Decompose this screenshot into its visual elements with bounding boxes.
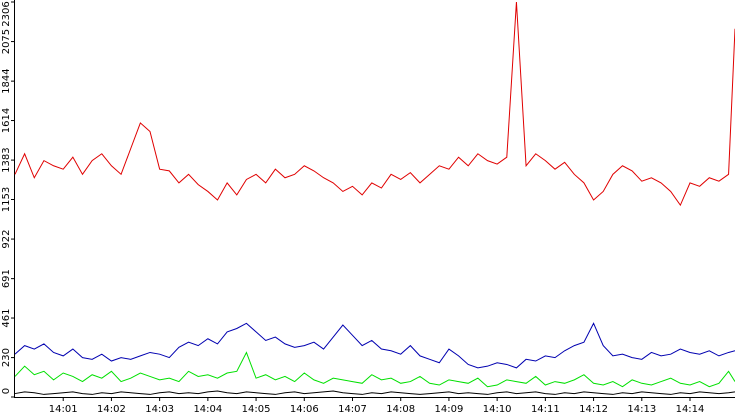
x-tick-label: 14:07 xyxy=(338,404,367,415)
x-tick-label: 14:01 xyxy=(49,404,78,415)
x-tick-label: 14:13 xyxy=(627,404,656,415)
y-tick-label: 461 xyxy=(1,308,12,327)
x-tick-label: 14:03 xyxy=(145,404,174,415)
y-tick-label: 0 xyxy=(1,388,12,394)
y-tick-label: 1153 xyxy=(1,187,12,212)
y-tick-label: 1614 xyxy=(1,108,12,133)
x-tick-label: 14:05 xyxy=(242,404,271,415)
x-tick-label: 14:10 xyxy=(483,404,512,415)
x-tick-label: 14:09 xyxy=(435,404,464,415)
y-tick-label: 922 xyxy=(1,230,12,249)
x-tick-label: 14:11 xyxy=(531,404,560,415)
x-tick-label: 14:04 xyxy=(193,404,222,415)
x-tick-label: 14:08 xyxy=(386,404,415,415)
y-tick-label: 691 xyxy=(1,269,12,288)
x-tick-label: 14:02 xyxy=(97,404,126,415)
x-tick-label: 14:12 xyxy=(579,404,608,415)
y-tick-label: 1383 xyxy=(1,147,12,172)
y-tick-label: 2306 xyxy=(1,1,12,26)
series-line xyxy=(14,390,735,395)
series-line xyxy=(14,351,735,388)
y-tick-label: 2075 xyxy=(1,29,12,54)
y-tick-label: 230 xyxy=(1,348,12,367)
series-line xyxy=(14,322,735,369)
y-tick-label: 1844 xyxy=(1,68,12,93)
x-tick-label: 14:06 xyxy=(290,404,319,415)
series-line xyxy=(14,1,735,207)
x-tick-label: 14:14 xyxy=(676,404,705,415)
